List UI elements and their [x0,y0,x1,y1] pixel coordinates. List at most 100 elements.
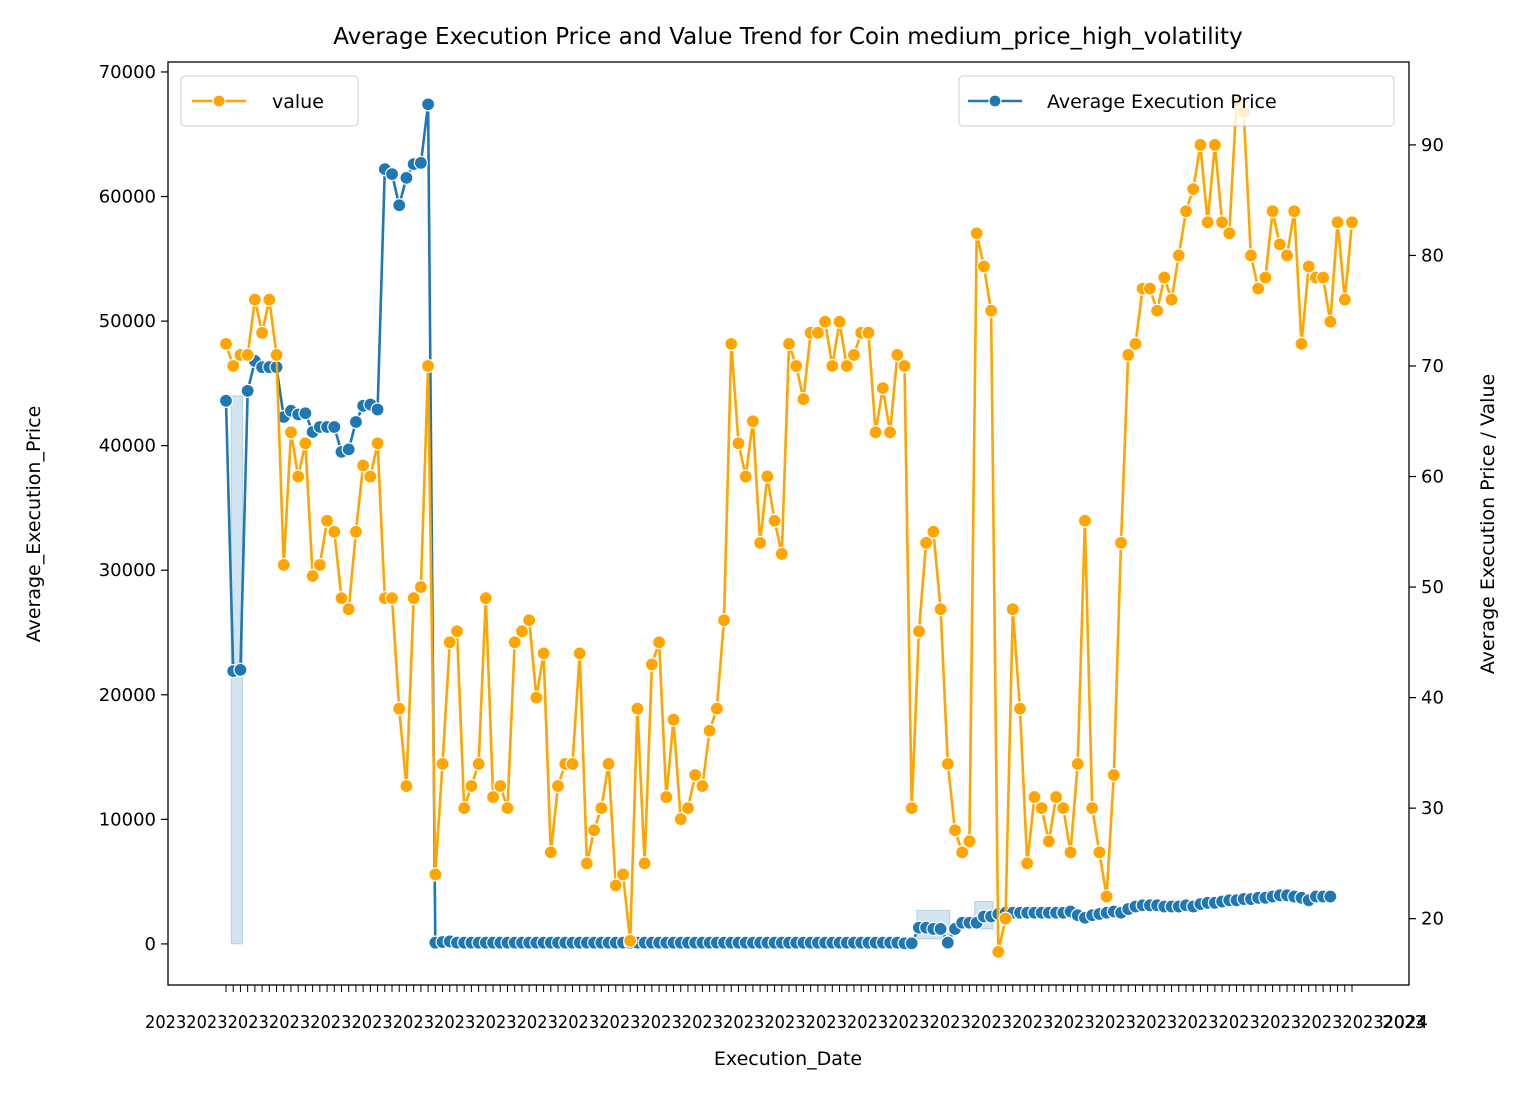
y-right-tick-label: 70 [1421,356,1444,377]
point-value [1099,889,1114,904]
point-value [1344,215,1360,230]
point-value [226,358,241,374]
point-value [1337,292,1352,307]
point-value [969,226,984,241]
point-value [976,259,991,274]
point-value [1186,182,1201,197]
point-value [673,812,688,827]
point-value [644,657,659,672]
point-value [738,469,753,484]
point-value [781,336,797,351]
x-tick-labels-overlap: 2023202320232023202320232023202320232023… [145,1012,1425,1033]
y-right-tick-label: 90 [1421,135,1444,156]
point-value [565,756,580,772]
point-value [312,557,327,573]
point-value [919,535,934,550]
point-value [240,347,255,363]
point-value [522,613,537,628]
point-value [392,701,407,716]
legend-left: value [180,75,359,127]
point-value [623,933,638,948]
y-right-tick-label: 30 [1421,798,1444,819]
point-value [846,347,862,363]
point-value [810,325,825,340]
point-average-execution-price [233,662,248,677]
point-value [348,524,364,539]
y-left-tick-label: 30000 [99,560,156,581]
point-value [991,944,1006,959]
point-value [435,756,450,772]
point-average-execution-price [370,402,385,417]
point-value [283,425,299,440]
point-average-execution-price [399,170,414,185]
point-value [955,845,970,860]
point-value [1056,801,1071,816]
point-value [1157,270,1172,285]
point-value [745,414,761,429]
point-value [1258,270,1273,285]
point-value [529,690,544,705]
point-value [702,723,717,738]
point-value [911,624,927,639]
y-right-tick-label: 80 [1421,245,1444,266]
legend-left-marker [212,94,226,108]
point-value [731,436,746,451]
point-value [247,292,262,307]
point-value [1164,292,1179,307]
legend-left-box [180,75,359,127]
point-value [680,801,696,816]
point-value [796,392,811,407]
point-value [413,579,428,595]
point-value [327,524,342,539]
point-value [608,878,623,893]
point-value [1128,336,1143,351]
point-value [428,867,443,882]
point-value [1020,856,1035,871]
point-value [709,701,724,716]
series-layer [218,93,1360,959]
point-value [1287,204,1302,219]
point-value [507,635,522,650]
point-value [442,635,457,650]
point-value [1193,137,1208,153]
point-value [1012,701,1028,716]
y-axis-left-label: Average_Execution_Price [23,406,45,643]
point-value [218,336,234,351]
x-axis-label: Execution_Date [714,1048,862,1070]
y-right-tick-label: 60 [1421,467,1444,488]
y-left-tick-label: 10000 [99,809,156,830]
point-value [384,591,400,606]
point-value [1063,845,1078,860]
point-value [500,801,515,816]
point-value [1085,801,1100,816]
point-value [1048,789,1064,805]
point-value [1106,767,1121,783]
point-value [1121,347,1136,363]
y-left-tick-label: 40000 [99,436,156,457]
point-average-execution-price [327,419,342,435]
point-value [1200,215,1215,230]
point-value [962,834,977,849]
point-average-execution-price [1323,889,1338,904]
point-average-execution-price [348,414,364,430]
legend-right-label: Average Execution Price [1047,91,1277,113]
legend-left-label: value [272,91,324,113]
point-average-execution-price [240,383,255,398]
y-left-tick-label: 20000 [99,685,156,706]
legend-right-box [958,75,1395,127]
point-value [651,635,667,650]
point-value [760,469,775,484]
point-value [298,436,313,451]
point-value [998,911,1013,926]
point-value [363,469,378,484]
y-right-tick-label: 50 [1421,577,1444,598]
point-value [579,856,594,871]
point-value [882,425,898,440]
y-axis-right-label: Average Execution Price / Value [1477,374,1499,674]
point-value [1034,801,1049,816]
point-value [839,358,854,374]
point-value [1265,204,1280,219]
point-value [868,425,883,440]
point-average-execution-price [341,442,356,457]
